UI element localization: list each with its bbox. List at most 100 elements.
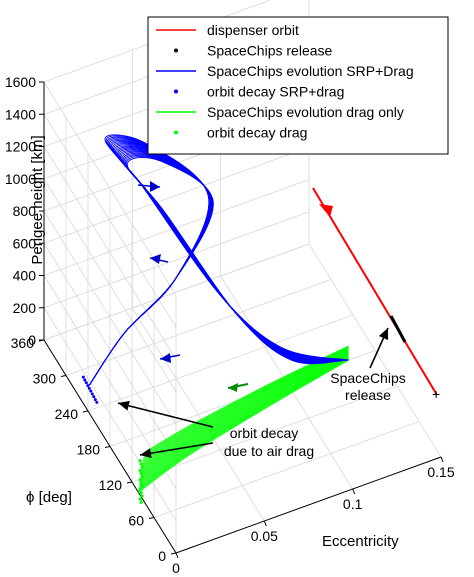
legend-label: SpaceChips evolution SRP+Drag — [207, 63, 414, 79]
release-arrow-head — [378, 328, 389, 341]
srp-drag-strand — [88, 136, 349, 386]
grid-line — [43, 211, 310, 309]
decay-drag-point — [140, 465, 144, 469]
decay-drag-point — [139, 462, 143, 466]
decay-drag-point — [138, 478, 142, 482]
decay-srp-point — [83, 378, 87, 382]
y-tick — [170, 552, 177, 555]
decay-drag-point — [138, 487, 142, 492]
z-tick-label: 200 — [13, 300, 37, 316]
x-tick — [175, 552, 179, 559]
decay-srp-point — [93, 398, 97, 402]
srp-drag-strand — [88, 138, 349, 386]
drag-only-strand — [138, 357, 349, 489]
srp-drag-strand — [88, 142, 349, 386]
y-tick-label: 120 — [99, 477, 123, 493]
grid-line — [131, 307, 265, 522]
srp-drag-strand — [88, 153, 349, 386]
annotation-release: SpaceChips release — [330, 370, 406, 403]
series-dispenser-orbit: + — [312, 187, 440, 402]
srp-drag-strand — [88, 147, 349, 386]
y-tick — [82, 410, 89, 413]
srp-flow-arrowhead — [150, 181, 160, 192]
x-tick-label: 0 — [172, 560, 180, 576]
decay-drag-point — [140, 494, 144, 498]
decay-drag-point — [139, 471, 143, 476]
grid-line — [65, 279, 332, 376]
y-tick — [38, 339, 45, 342]
decay-srp-point — [84, 381, 88, 385]
decay-srp-point — [86, 384, 90, 388]
srp-drag-strand — [88, 155, 349, 386]
srp-drag-strand — [88, 141, 349, 386]
y-tick-label: 60 — [128, 513, 144, 529]
legend-label: orbit decay drag — [207, 125, 307, 141]
annotation-release-line1: SpaceChips — [330, 370, 406, 386]
y-tick-label: 360 — [11, 335, 35, 351]
z-tick-labels: 0 200 400 600 800 1000 1200 1400 1600 — [5, 74, 44, 348]
x-axis-label: Eccentricity — [322, 533, 399, 550]
srp-drag-strand — [88, 150, 349, 386]
decay-drag-point — [139, 491, 143, 495]
decay-srp-point — [95, 400, 99, 404]
decay-srp-point — [90, 392, 94, 396]
drag-only-strand — [139, 355, 349, 482]
decay-arrow-green-head — [140, 448, 152, 459]
legend-box — [147, 16, 449, 155]
z-tick-label: 1400 — [5, 106, 36, 122]
z-tick-label: 0 — [28, 332, 36, 348]
legend-dot-swatch — [174, 89, 178, 94]
drag-only-strand — [138, 357, 349, 487]
srp-drag-strand — [88, 156, 349, 386]
decay-srp-point — [89, 389, 93, 393]
x-tick-label: 0.05 — [251, 528, 278, 544]
x-tick-labels: 0 0.05 0.1 0.15 — [172, 456, 455, 576]
decay-srp-point — [87, 386, 91, 390]
decay-drag-point — [138, 468, 142, 472]
decay-drag-point — [140, 484, 144, 488]
y-tick — [148, 517, 155, 519]
drag-only-strand — [142, 349, 349, 465]
grid-line — [43, 243, 310, 341]
srp-drag-strand — [88, 145, 349, 386]
grid-line — [43, 179, 310, 276]
z-tick-label: 800 — [13, 203, 37, 219]
drag-only-strand — [137, 359, 349, 494]
drag-only-strand — [141, 351, 349, 471]
drag-only-strand — [139, 355, 349, 481]
y-tick-label: 240 — [55, 406, 79, 422]
dispenser-orbit-arrowhead — [319, 204, 333, 217]
y-tick-label: 180 — [77, 442, 101, 458]
srp-drag-strand — [88, 134, 349, 386]
drag-only-strand — [141, 351, 349, 470]
drag-only-strand — [138, 358, 349, 490]
srp-drag-strand — [88, 152, 349, 386]
decay-arrow-green — [139, 442, 214, 456]
y-tick-label: 300 — [33, 371, 57, 387]
legend-label: dispenser orbit — [207, 22, 299, 38]
y-tick — [60, 375, 67, 377]
x-tick — [352, 488, 356, 495]
series-srp-drag — [81, 134, 349, 404]
legend: dispenser orbit SpaceChips release SpaceCh… — [147, 16, 449, 155]
drag-only-strand — [140, 353, 349, 476]
grid-line — [131, 385, 398, 483]
x-tick-label: 0.1 — [343, 496, 363, 512]
legend-dot-swatch — [174, 130, 178, 135]
dispenser-orbit-line — [312, 187, 438, 396]
annotation-release-line2: release — [345, 387, 391, 403]
decay-arrow-blue — [117, 402, 214, 428]
decay-arrow-blue-head — [118, 400, 130, 411]
legend-label: SpaceChips release — [207, 43, 333, 59]
decay-srp-point — [81, 375, 85, 379]
annotation-decay-line2: due to air drag — [224, 443, 314, 459]
drag-flow-arrowhead — [228, 383, 238, 392]
srp-drag-strand — [88, 151, 349, 386]
z-tick-label: 1200 — [5, 139, 36, 155]
z-axis-label: Perigee height [km] — [29, 135, 46, 264]
series-drag-only — [137, 345, 349, 504]
release-segment — [389, 315, 407, 343]
z-tick-label: 600 — [13, 235, 37, 251]
drag-only-strand — [139, 354, 349, 479]
annotation-arrows — [117, 327, 389, 459]
